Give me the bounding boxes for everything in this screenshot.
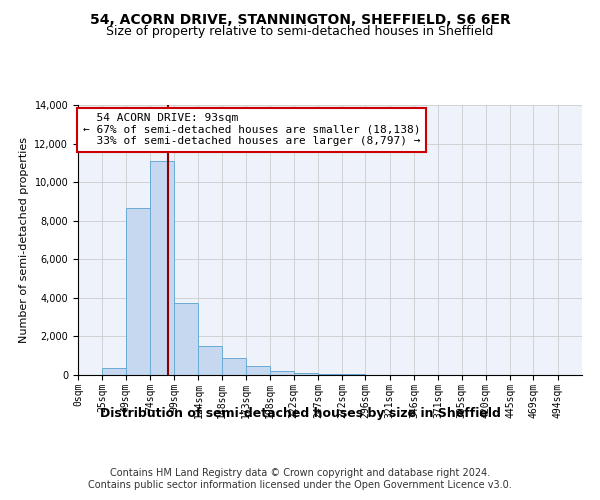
Bar (318, 374, 342, 375)
Y-axis label: Number of semi-detached properties: Number of semi-detached properties (19, 137, 29, 343)
Bar (222, 358, 246, 375)
Text: Contains HM Land Registry data © Crown copyright and database right 2024.
Contai: Contains HM Land Registry data © Crown c… (88, 468, 512, 490)
Bar (102, 368, 125, 375)
Bar (270, 371, 293, 375)
Text: 54, ACORN DRIVE, STANNINGTON, SHEFFIELD, S6 6ER: 54, ACORN DRIVE, STANNINGTON, SHEFFIELD,… (89, 12, 511, 26)
Bar (199, 346, 222, 375)
Bar (125, 208, 150, 375)
Bar (174, 302, 199, 375)
Text: Size of property relative to semi-detached houses in Sheffield: Size of property relative to semi-detach… (106, 25, 494, 38)
Bar (342, 374, 365, 375)
Text: Distribution of semi-detached houses by size in Sheffield: Distribution of semi-detached houses by … (100, 408, 500, 420)
Text: 54 ACORN DRIVE: 93sqm
← 67% of semi-detached houses are smaller (18,138)
  33% o: 54 ACORN DRIVE: 93sqm ← 67% of semi-deta… (83, 113, 421, 146)
Bar (293, 373, 318, 375)
Bar (246, 366, 270, 375)
Bar (150, 161, 174, 375)
